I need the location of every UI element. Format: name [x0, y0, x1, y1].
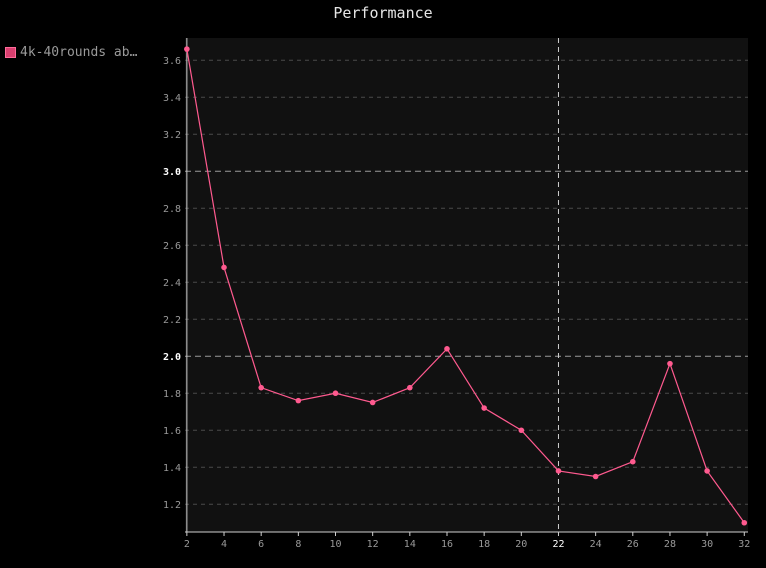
- y-tick-label: 1.8: [163, 389, 181, 400]
- x-tick-label: 16: [441, 539, 453, 550]
- data-point: [184, 46, 190, 52]
- chart-title: Performance: [333, 4, 433, 22]
- x-tick-label: 28: [664, 539, 676, 550]
- x-tick-label: 6: [258, 539, 264, 550]
- data-point: [221, 264, 227, 271]
- data-point: [258, 384, 264, 391]
- data-point: [592, 473, 599, 480]
- y-tick-label: 2.2: [163, 315, 181, 326]
- legend-label: 4k-40rounds ab…: [20, 45, 138, 60]
- data-point: [667, 360, 673, 367]
- x-tick-label: 26: [627, 539, 639, 550]
- data-point: [481, 405, 487, 411]
- data-point: [407, 384, 413, 391]
- x-tick-label: 8: [295, 539, 301, 550]
- y-tick-label: 2.4: [163, 278, 181, 289]
- x-tick-label: 18: [478, 539, 490, 550]
- y-tick-label: 3.4: [163, 93, 181, 104]
- x-tick-label: 30: [701, 539, 713, 550]
- legend-swatch: [5, 47, 16, 58]
- x-tick-label: 24: [590, 539, 602, 550]
- data-point: [332, 390, 339, 397]
- data-point: [741, 519, 748, 526]
- x-tick-label: 10: [329, 539, 341, 550]
- y-tick-label: 1.2: [163, 500, 181, 511]
- data-point: [518, 427, 525, 434]
- y-tick-label: 1.6: [163, 426, 181, 437]
- x-tick-label: 4: [221, 539, 227, 550]
- legend[interactable]: 4k-40rounds ab…: [5, 45, 137, 60]
- y-tick-label: 3.2: [163, 130, 181, 141]
- data-point: [555, 468, 562, 474]
- x-tick-label: 2: [184, 539, 190, 550]
- plot-area: [185, 38, 748, 532]
- y-tick-label: 2.6: [163, 241, 181, 252]
- data-point: [444, 346, 450, 352]
- data-point: [295, 397, 302, 404]
- data-point: [704, 468, 710, 474]
- x-tick-label: 12: [367, 539, 379, 550]
- x-tick-label: 32: [738, 539, 750, 550]
- data-point: [369, 399, 376, 406]
- data-point: [629, 458, 636, 465]
- y-tick-label: 3.6: [163, 56, 181, 67]
- y-tick-label: 3.0: [163, 167, 181, 178]
- series-line: [186, 49, 745, 524]
- y-tick-label: 2.0: [163, 352, 181, 363]
- x-tick-label: 22: [552, 539, 564, 550]
- y-tick-label: 2.8: [163, 204, 181, 215]
- y-tick-label: 1.4: [163, 463, 181, 474]
- x-tick-label: 20: [515, 539, 527, 550]
- x-tick-label: 14: [404, 539, 416, 550]
